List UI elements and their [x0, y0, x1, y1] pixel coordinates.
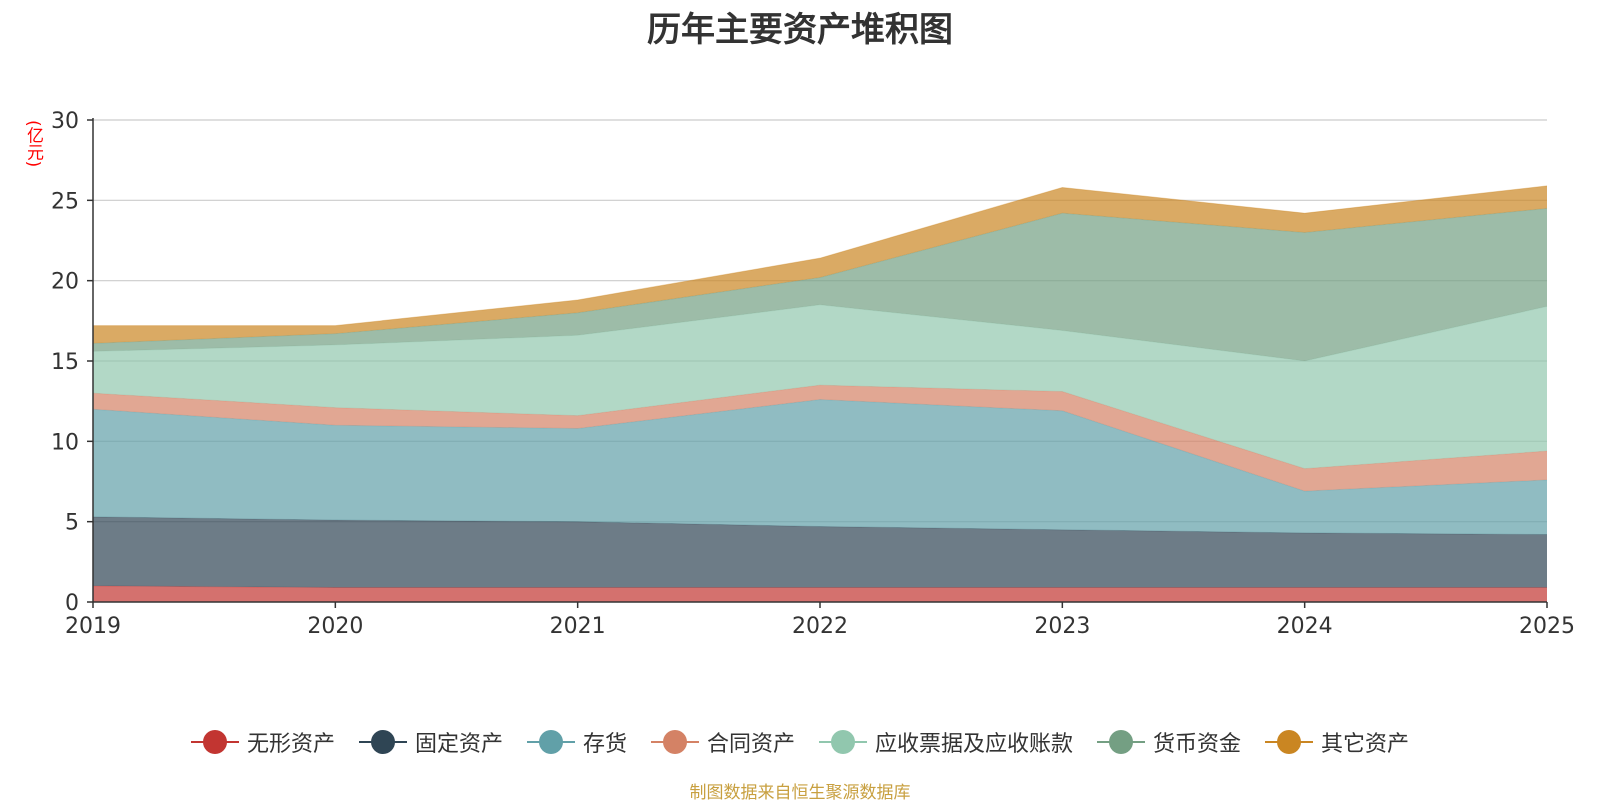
legend-marker-icon	[190, 730, 239, 754]
legend-label: 固定资产	[414, 732, 503, 757]
x-tick-label: 2023	[1034, 614, 1090, 639]
y-tick-label: 30	[51, 109, 79, 134]
legend-marker-icon	[819, 730, 867, 754]
legend-marker-icon	[1097, 730, 1146, 754]
y-axis-unit-label: (亿元)	[23, 120, 43, 168]
legend-marker-icon	[358, 730, 407, 754]
y-tick-label: 15	[51, 350, 79, 375]
legend-label: 货币资金	[1153, 732, 1242, 757]
legend-item[interactable]: 无形资产	[190, 726, 335, 758]
legend-marker-icon	[650, 730, 699, 754]
y-tick-label: 20	[51, 270, 79, 295]
y-tick-label: 10	[51, 430, 79, 455]
source-note: 制图数据来自恒生聚源数据库	[689, 783, 911, 803]
x-tick-label: 2022	[792, 614, 848, 639]
legend-label: 应收票据及应收账款	[875, 732, 1074, 757]
legend: 无形资产 固定资产 存货 合同资产 应收票据及应收账款 货币资金 其它资产	[0, 722, 1600, 762]
area-series-1	[93, 585, 1547, 602]
area-series-4	[93, 385, 1547, 492]
x-tick-label: 2024	[1277, 614, 1333, 639]
legend-item[interactable]: 存货	[526, 726, 627, 758]
legend-item[interactable]: 货币资金	[1097, 726, 1241, 758]
legend-item[interactable]: 合同资产	[650, 726, 795, 758]
series-line-7	[93, 185, 1548, 327]
x-tick-label: 2020	[307, 614, 363, 639]
x-tick-label: 2021	[550, 614, 606, 639]
y-tick-label: 0	[65, 591, 79, 616]
x-tick-label: 2019	[65, 614, 121, 639]
area-series	[92, 185, 1548, 602]
y-tick-label: 25	[51, 189, 79, 214]
legend-label: 其它资产	[1321, 732, 1410, 757]
legend-marker-icon	[526, 730, 575, 754]
legend-label: 存货	[582, 732, 627, 757]
legend-item[interactable]: 固定资产	[358, 726, 503, 758]
area-series-2	[93, 516, 1547, 588]
area-series-3	[93, 399, 1547, 535]
legend-marker-icon	[1265, 730, 1314, 754]
area-series-6	[93, 208, 1547, 361]
x-tick-label: 2025	[1519, 614, 1575, 639]
area-series-7	[93, 185, 1547, 344]
y-tick-label: 5	[65, 511, 79, 536]
legend-item[interactable]: 其它资产	[1265, 726, 1409, 758]
legend-item[interactable]: 应收票据及应收账款	[819, 726, 1073, 758]
legend-label: 无形资产	[246, 732, 335, 757]
legend-label: 合同资产	[706, 732, 795, 757]
chart-title: 历年主要资产堆积图	[647, 10, 953, 50]
